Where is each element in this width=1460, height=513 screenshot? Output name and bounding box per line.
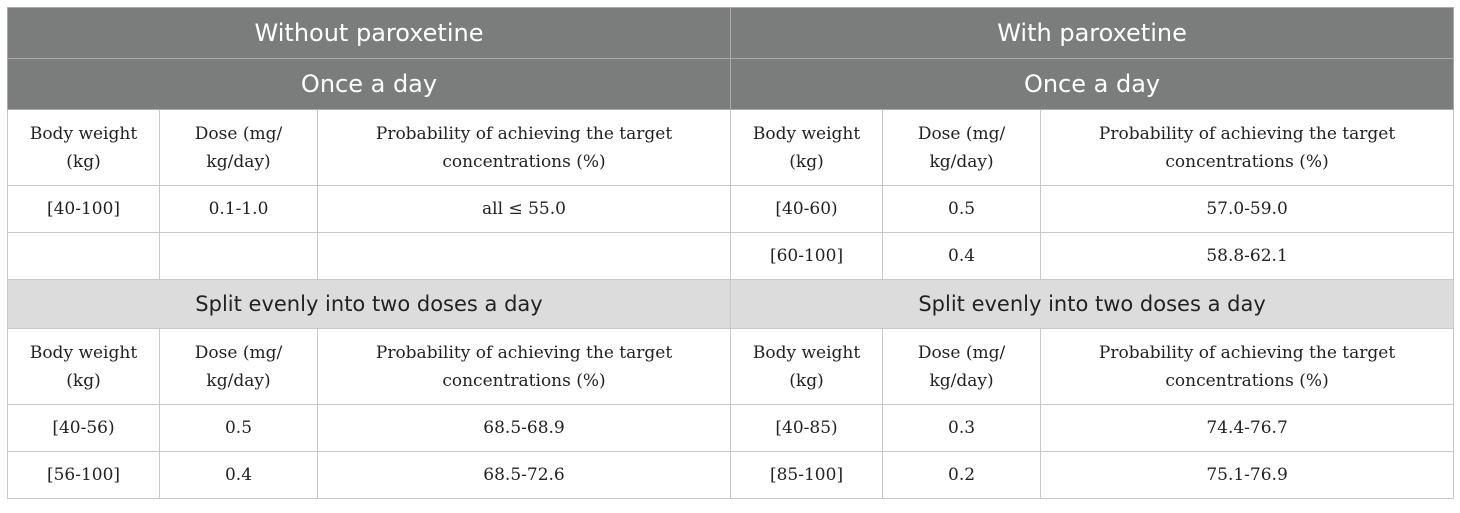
section-title-left: Once a day [6,58,732,110]
table-row: [60-100] 0.4 58.8-62.1 [7,232,1455,280]
cell-dose: 0.2 [882,451,1042,499]
column-header-probability: Probability of achieving the target conc… [1040,328,1455,405]
column-header-body-weight: Body weight (kg) [730,109,884,186]
section-title-left: Split evenly into two doses a day [6,279,732,329]
column-header-probability: Probability of achieving the target conc… [316,328,732,405]
header-with-paroxetine: With paroxetine [730,7,1455,59]
column-header-body-weight: Body weight (kg) [730,328,884,405]
cell-body-weight: [60-100] [730,232,884,280]
cell-body-weight [7,232,160,280]
section-title-right: Split evenly into two doses a day [730,279,1455,329]
cell-body-weight: [40-56) [7,404,160,452]
column-header-probability: Probability of achieving the target conc… [316,109,732,186]
cell-body-weight: [40-60) [730,185,884,233]
cell-probability: 75.1-76.9 [1040,451,1455,499]
table-container: Without paroxetine With paroxetine Once … [6,7,1455,499]
cell-dose: 0.4 [882,232,1042,280]
header-without-paroxetine: Without paroxetine [6,7,732,59]
cell-dose: 0.4 [159,451,318,499]
cell-probability: all ≤ 55.0 [316,185,732,233]
cell-body-weight: [40-85) [730,404,884,452]
column-header-row: Body weight (kg) Dose (mg/ kg/day) Proba… [7,328,1455,405]
cell-probability [316,232,732,280]
cell-dose: 0.1-1.0 [159,185,318,233]
cell-probability: 68.5-72.6 [316,451,732,499]
column-header-row: Body weight (kg) Dose (mg/ kg/day) Proba… [7,109,1455,186]
cell-body-weight: [40-100] [7,185,160,233]
column-header-dose: Dose (mg/ kg/day) [882,109,1042,186]
cell-body-weight: [56-100] [7,451,160,499]
cell-probability: 68.5-68.9 [316,404,732,452]
cell-probability: 74.4-76.7 [1040,404,1455,452]
table-row: [40-100] 0.1-1.0 all ≤ 55.0 [40-60) 0.5 … [7,185,1455,233]
table-row: [56-100] 0.4 68.5-72.6 [85-100] 0.2 75.1… [7,451,1455,499]
column-header-body-weight: Body weight (kg) [7,109,160,186]
group-header-row: Without paroxetine With paroxetine [6,7,1455,59]
column-header-body-weight: Body weight (kg) [7,328,160,405]
cell-probability: 58.8-62.1 [1040,232,1455,280]
cell-dose: 0.5 [159,404,318,452]
section-title-row: Once a day Once a day [6,58,1455,110]
column-header-dose: Dose (mg/ kg/day) [159,109,318,186]
table-row: [40-56) 0.5 68.5-68.9 [40-85) 0.3 74.4-7… [7,404,1455,452]
dosing-table: Without paroxetine With paroxetine Once … [6,7,1455,499]
cell-probability: 57.0-59.0 [1040,185,1455,233]
section-title-row: Split evenly into two doses a day Split … [6,279,1455,329]
column-header-probability: Probability of achieving the target conc… [1040,109,1455,186]
cell-dose: 0.5 [882,185,1042,233]
cell-dose [159,232,318,280]
column-header-dose: Dose (mg/ kg/day) [159,328,318,405]
column-header-dose: Dose (mg/ kg/day) [882,328,1042,405]
cell-dose: 0.3 [882,404,1042,452]
cell-body-weight: [85-100] [730,451,884,499]
section-title-right: Once a day [730,58,1455,110]
